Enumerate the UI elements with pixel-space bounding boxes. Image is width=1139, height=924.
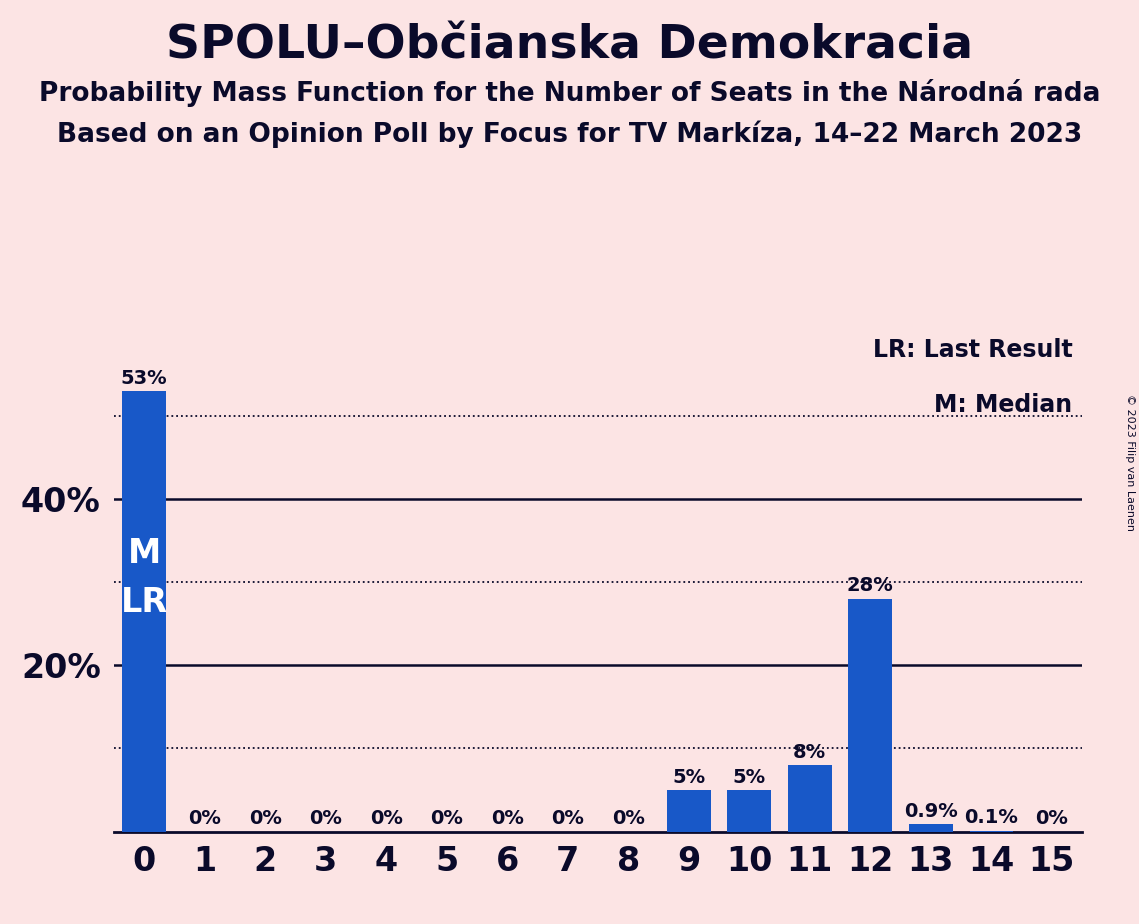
Bar bbox=[667, 790, 711, 832]
Text: 0.9%: 0.9% bbox=[904, 802, 958, 821]
Text: 0%: 0% bbox=[551, 809, 584, 828]
Text: SPOLU–Občianska Demokracia: SPOLU–Občianska Demokracia bbox=[166, 23, 973, 68]
Text: 0%: 0% bbox=[491, 809, 524, 828]
Text: 0%: 0% bbox=[188, 809, 221, 828]
Text: M: M bbox=[128, 537, 161, 569]
Text: 5%: 5% bbox=[732, 768, 765, 786]
Text: 53%: 53% bbox=[121, 369, 167, 387]
Text: LR: LR bbox=[121, 586, 167, 619]
Text: 0.1%: 0.1% bbox=[965, 808, 1018, 828]
Bar bbox=[849, 599, 892, 832]
Text: © 2023 Filip van Laenen: © 2023 Filip van Laenen bbox=[1125, 394, 1134, 530]
Text: 0%: 0% bbox=[370, 809, 402, 828]
Text: 8%: 8% bbox=[793, 743, 826, 761]
Text: Based on an Opinion Poll by Focus for TV Markíza, 14–22 March 2023: Based on an Opinion Poll by Focus for TV… bbox=[57, 120, 1082, 148]
Text: 0%: 0% bbox=[310, 809, 342, 828]
Text: 5%: 5% bbox=[672, 768, 705, 786]
Bar bbox=[122, 391, 166, 832]
Text: LR: Last Result: LR: Last Result bbox=[872, 337, 1073, 361]
Bar bbox=[909, 824, 952, 832]
Text: 0%: 0% bbox=[431, 809, 464, 828]
Text: 0%: 0% bbox=[1035, 809, 1068, 828]
Text: 28%: 28% bbox=[847, 577, 894, 595]
Text: 0%: 0% bbox=[612, 809, 645, 828]
Text: M: Median: M: Median bbox=[934, 393, 1073, 417]
Text: 0%: 0% bbox=[248, 809, 281, 828]
Bar bbox=[728, 790, 771, 832]
Bar bbox=[788, 765, 831, 832]
Text: Probability Mass Function for the Number of Seats in the Národná rada: Probability Mass Function for the Number… bbox=[39, 79, 1100, 106]
